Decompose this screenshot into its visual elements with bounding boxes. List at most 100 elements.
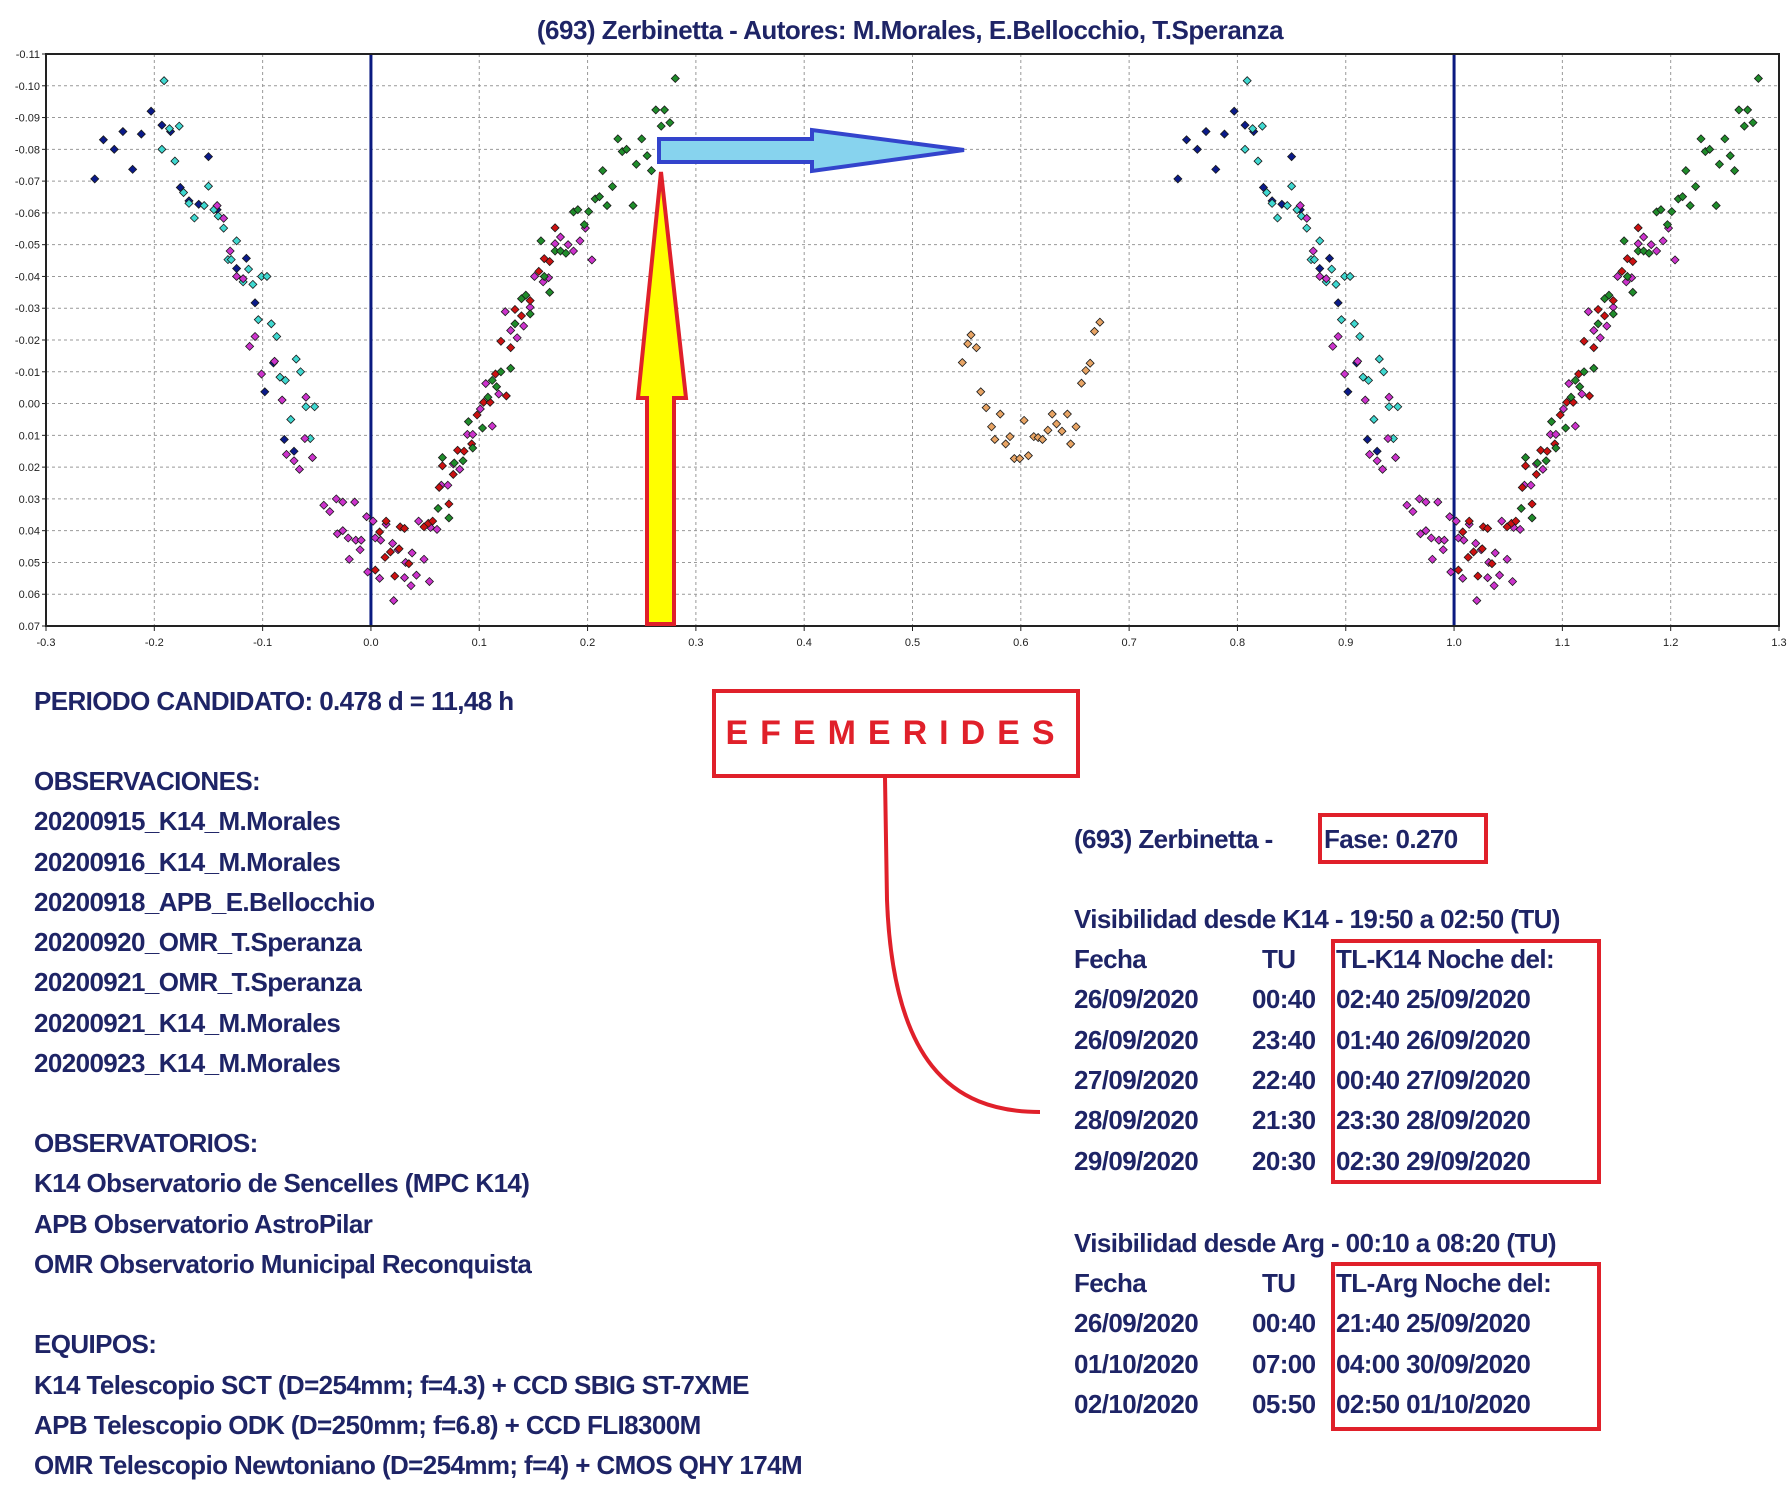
x-tick-label: 0.9 <box>1338 637 1353 649</box>
x-tick-label: -0.1 <box>253 637 272 649</box>
data-point <box>1426 533 1436 543</box>
data-point <box>957 357 967 368</box>
data-point <box>1451 516 1461 526</box>
data-point <box>1051 419 1062 429</box>
data-point <box>539 271 549 282</box>
cell-tu: 07:00 <box>1252 1348 1316 1379</box>
data-point <box>506 343 516 353</box>
data-point <box>1589 343 1599 353</box>
y-tick-label: -0.01 <box>15 367 40 379</box>
observatorio-item: K14 Observatorio de Sencelles (MPC K14) <box>34 1168 530 1198</box>
data-point <box>212 201 222 211</box>
data-point <box>289 456 299 466</box>
fase-value: Fase: 0.270 <box>1324 824 1458 854</box>
data-point <box>444 513 454 523</box>
data-point <box>1421 497 1431 507</box>
data-point <box>1333 298 1343 308</box>
data-point <box>1644 248 1654 258</box>
observaciones-title: OBSERVACIONES: <box>34 766 261 796</box>
data-point <box>1489 581 1499 591</box>
data-point <box>433 503 443 513</box>
data-point <box>376 535 386 545</box>
data-point <box>1604 290 1614 300</box>
cell-tl: 02:40 25/09/2020 <box>1336 984 1531 1015</box>
data-point <box>1384 402 1394 412</box>
data-point <box>437 461 447 471</box>
cell-tl: 01:40 26/09/2020 <box>1336 1024 1531 1055</box>
data-point <box>363 567 373 577</box>
data-point <box>1095 317 1105 327</box>
cell-tl: 21:40 25/09/2020 <box>1336 1308 1531 1339</box>
data-point <box>468 443 478 453</box>
data-point <box>1439 535 1449 545</box>
data-point <box>368 516 378 526</box>
data-point <box>1511 516 1521 526</box>
cell-tu: 20:30 <box>1252 1145 1316 1176</box>
data-point <box>432 524 442 534</box>
data-point <box>1349 319 1359 329</box>
data-point <box>525 309 535 319</box>
data-point <box>1558 404 1569 414</box>
data-point <box>1043 425 1053 435</box>
data-point <box>280 375 290 385</box>
data-point <box>1691 181 1701 192</box>
data-point <box>189 213 199 223</box>
data-point <box>492 382 502 392</box>
data-point <box>1365 449 1375 459</box>
data-point <box>1378 464 1388 474</box>
data-point <box>279 434 289 445</box>
cell-tl: 02:50 01/10/2020 <box>1336 1388 1531 1419</box>
data-point <box>628 201 638 211</box>
data-point <box>506 325 516 336</box>
data-point <box>1355 331 1365 342</box>
data-point <box>479 397 489 407</box>
data-point <box>1340 369 1350 379</box>
data-point <box>1658 236 1668 246</box>
data-point <box>1211 164 1221 174</box>
data-point <box>510 319 520 329</box>
data-point <box>1497 516 1507 526</box>
data-point <box>563 240 573 250</box>
data-point <box>1219 129 1230 139</box>
x-tick-label: 0.0 <box>363 637 378 649</box>
data-point <box>1490 548 1500 558</box>
data-point <box>1345 271 1355 282</box>
x-tick-label: 0.4 <box>797 637 812 649</box>
data-points <box>90 73 1763 606</box>
header-fecha: Fecha <box>1074 1268 1147 1298</box>
data-point <box>375 527 385 537</box>
data-point <box>1622 271 1632 282</box>
data-point <box>1730 166 1740 176</box>
data-point <box>1459 535 1469 545</box>
data-point <box>1613 271 1623 282</box>
cell-tu: 22:40 <box>1252 1064 1316 1095</box>
y-tick-label: -0.05 <box>15 240 40 252</box>
data-point <box>128 164 138 174</box>
data-point <box>1748 118 1758 128</box>
y-tick-label: -0.07 <box>15 176 40 188</box>
cell-tl: 04:00 30/09/2020 <box>1336 1348 1531 1379</box>
data-point <box>659 105 670 115</box>
data-point <box>277 395 287 405</box>
data-point <box>390 571 400 581</box>
data-point <box>472 410 482 420</box>
data-point <box>602 201 612 211</box>
chart-title: (693) Zerbinetta - Autores: M.Morales, E… <box>536 15 1284 45</box>
data-point <box>463 417 473 427</box>
data-point <box>1192 144 1202 154</box>
data-point <box>1257 121 1267 131</box>
data-point <box>301 392 311 402</box>
data-point <box>419 554 429 564</box>
data-point <box>295 367 306 377</box>
data-point <box>458 456 468 466</box>
observacion-item: 20200923_K14_M.Morales <box>34 1048 341 1078</box>
data-point <box>1358 372 1368 382</box>
cell-fecha: 26/09/2020 <box>1074 984 1199 1015</box>
data-point <box>159 76 169 86</box>
x-tick-label: 1.3 <box>1771 637 1786 649</box>
x-tick-label: -0.3 <box>37 637 56 649</box>
observatorio-item: APB Observatorio AstroPilar <box>34 1209 373 1239</box>
data-point <box>109 144 119 154</box>
data-point <box>1753 73 1763 84</box>
